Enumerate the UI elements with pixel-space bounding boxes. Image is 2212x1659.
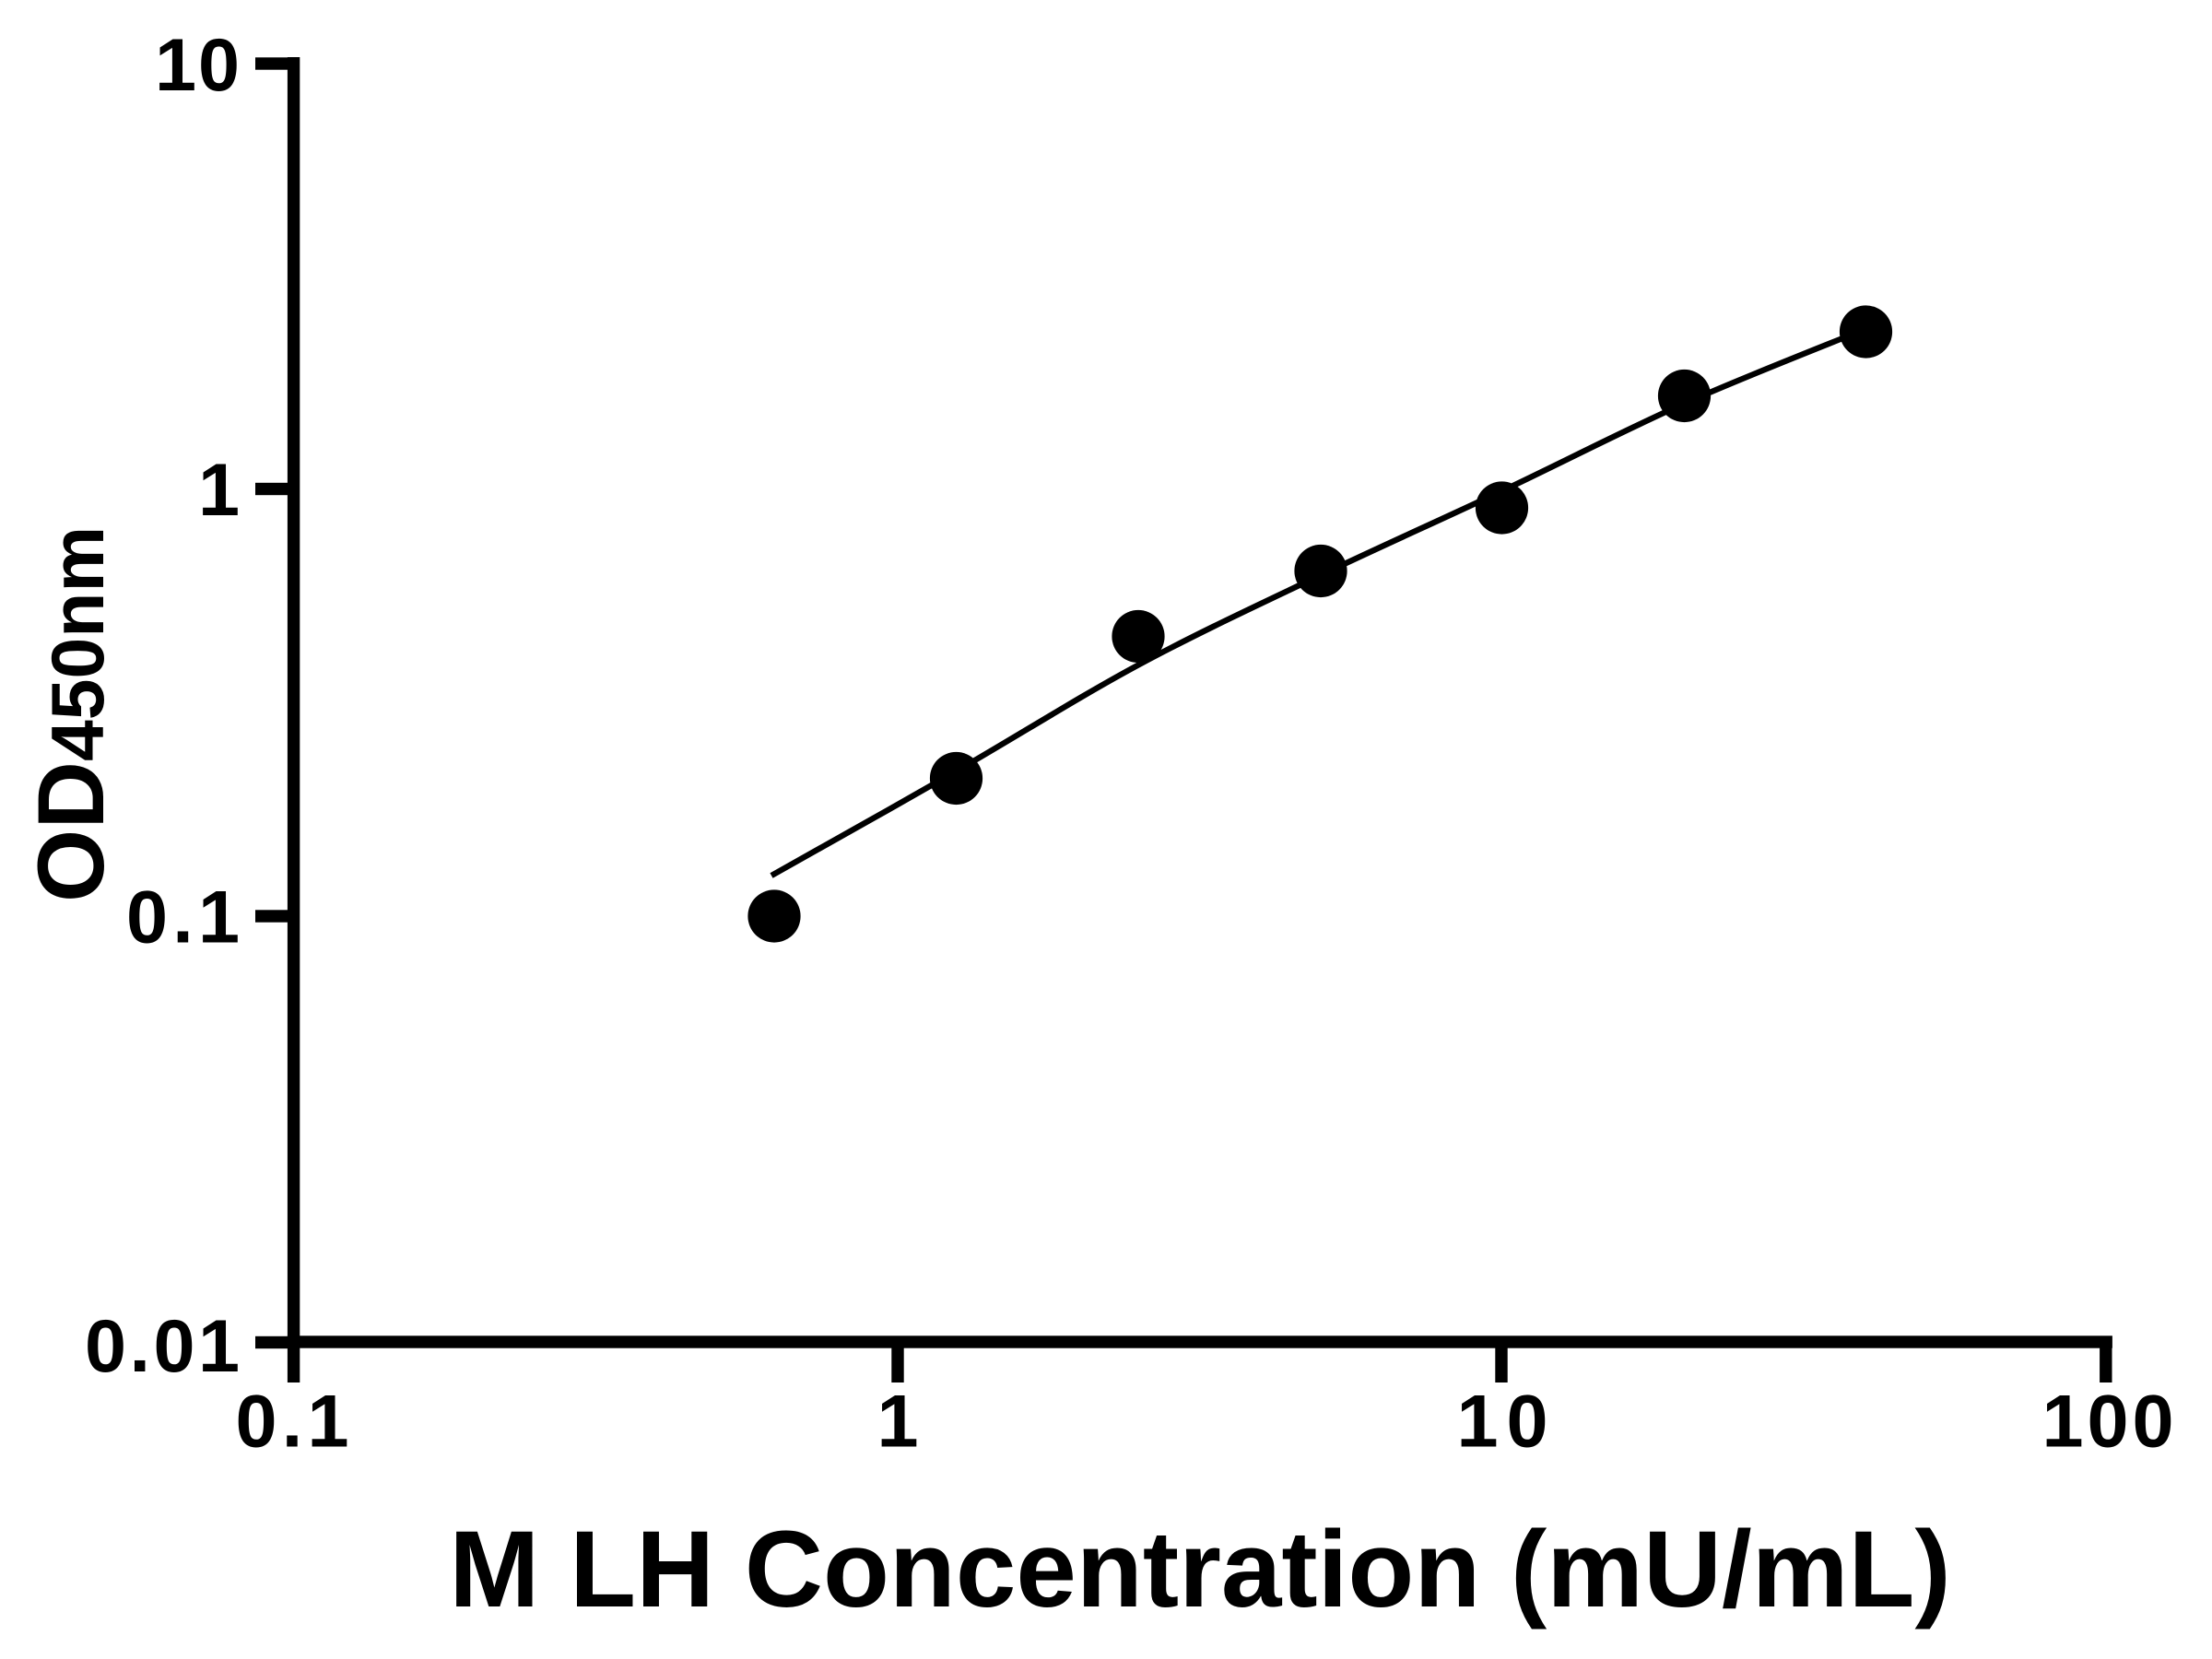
svg-text:10: 10 <box>155 24 240 107</box>
svg-text:0.01: 0.01 <box>85 1305 240 1388</box>
svg-text:0.1: 0.1 <box>126 877 240 959</box>
svg-text:0.1: 0.1 <box>236 1381 349 1464</box>
svg-text:1: 1 <box>877 1381 918 1464</box>
svg-text:M LH Concentration (mU/mL): M LH Concentration (mU/mL) <box>449 1508 1950 1630</box>
svg-text:100: 100 <box>2042 1381 2174 1464</box>
svg-text:1: 1 <box>198 449 240 532</box>
